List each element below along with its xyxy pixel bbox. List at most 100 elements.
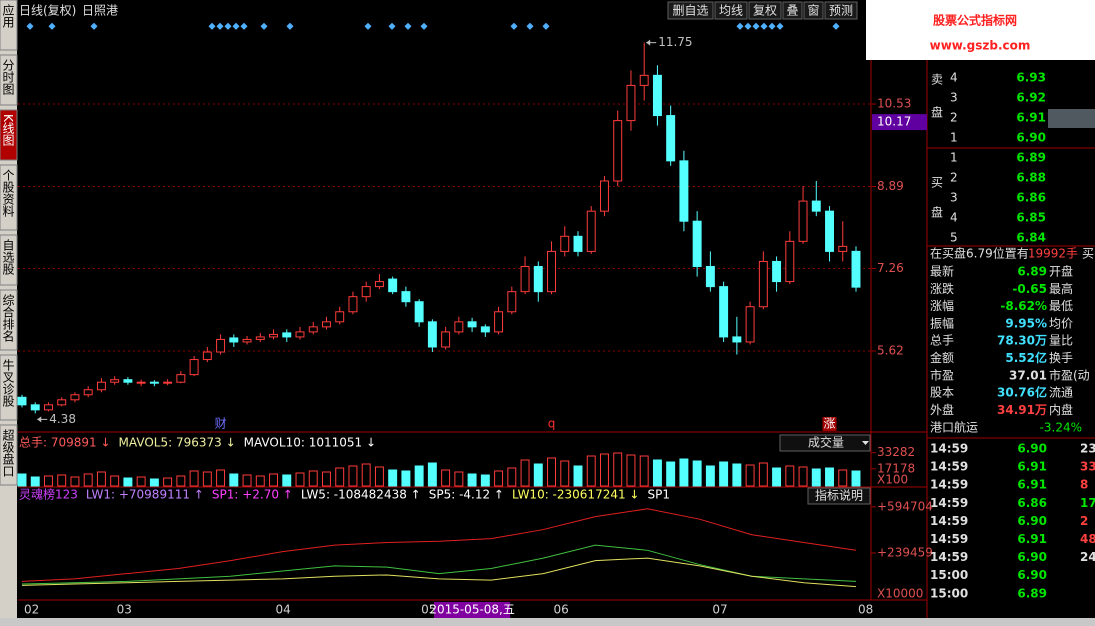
event-flag xyxy=(240,22,248,30)
volume-bar xyxy=(758,462,768,487)
candle-body xyxy=(600,180,609,212)
trade-time: 14:59 xyxy=(930,460,968,474)
annotation-arrow-head xyxy=(646,39,651,46)
event-flag xyxy=(208,22,216,30)
candle-body xyxy=(414,301,424,323)
candle-body xyxy=(202,351,212,361)
trade-time: 15:00 xyxy=(930,568,968,582)
sidebar-tab[interactable] xyxy=(0,164,18,231)
quote-label: 最低 xyxy=(1049,299,1073,313)
sidebar-tab[interactable] xyxy=(0,289,18,351)
candle-body xyxy=(467,321,477,328)
trade-time: 14:59 xyxy=(930,478,968,492)
indicator-header: LW1: +70989111 ↑ xyxy=(86,488,204,502)
indicator-select[interactable] xyxy=(779,434,871,452)
sidebar-tab[interactable] xyxy=(0,424,18,486)
event-flag xyxy=(260,22,268,30)
volume-bar xyxy=(480,474,490,487)
candle-body xyxy=(825,210,834,252)
volume-bar xyxy=(639,455,649,487)
indicator-line xyxy=(21,557,857,588)
candle-body xyxy=(401,291,411,303)
sidebar-tab-label: K线图 xyxy=(1,114,15,146)
trade-price: 6.91 xyxy=(1017,532,1047,546)
candle-body xyxy=(30,404,40,411)
trade-price: 6.90 xyxy=(1017,568,1047,582)
candle-body xyxy=(335,311,345,323)
quote-value: -0.65 xyxy=(1012,282,1047,296)
event-flag xyxy=(768,22,776,30)
candle-body xyxy=(374,281,384,288)
quote-value: 5.52亿 xyxy=(1005,350,1047,365)
candle-body xyxy=(57,399,67,406)
volume-bar xyxy=(560,460,570,487)
indicator-help[interactable] xyxy=(807,487,871,505)
volume-bar xyxy=(149,478,159,487)
indicator-line xyxy=(21,508,857,582)
candle-body xyxy=(189,359,199,376)
trade-price: 6.91 xyxy=(1017,478,1047,492)
toolbar-button-label: 叠 xyxy=(786,4,798,18)
volume-bar xyxy=(401,470,411,487)
sidebar-tab-label: 个股资料 xyxy=(1,169,15,217)
toolbar-button[interactable] xyxy=(748,1,782,20)
trade-volume: 174 xyxy=(1080,496,1095,510)
candle-body xyxy=(229,337,239,343)
x-tick-label: 05 xyxy=(421,603,436,617)
book-level: 4 xyxy=(950,211,958,225)
book-side-label: 买 xyxy=(931,176,943,190)
sidebar-tab[interactable] xyxy=(0,109,18,161)
bottom-tabs[interactable] xyxy=(0,618,1095,626)
toolbar-button[interactable] xyxy=(803,1,824,20)
candle-body xyxy=(70,394,80,401)
volume-bar xyxy=(189,470,199,487)
volume-bar xyxy=(57,474,67,487)
volume-bar xyxy=(507,467,517,487)
book-price: 6.91 xyxy=(1016,111,1046,125)
dropdown-arrow xyxy=(862,441,869,445)
candle-body xyxy=(454,321,464,333)
volume-bar xyxy=(573,465,583,487)
volume-bar xyxy=(70,476,80,487)
candle-body xyxy=(732,336,742,343)
event-flag xyxy=(286,22,294,30)
sidebar-tab[interactable] xyxy=(0,54,18,106)
sidebar-tab-label: 综合排名 xyxy=(1,294,15,342)
toolbar-button[interactable] xyxy=(782,1,803,20)
event-flag xyxy=(388,22,396,30)
quote-value: 78.30万 xyxy=(997,334,1047,348)
y-tick-label: +594704 xyxy=(877,499,933,513)
toolbar-button[interactable] xyxy=(824,1,858,20)
trade-volume: 8 xyxy=(1080,478,1088,492)
quote-value: 30.76亿 xyxy=(997,385,1047,400)
candle-body xyxy=(388,278,398,293)
indicator-header: 总手: 709891 ↓ xyxy=(19,436,111,450)
candle-body xyxy=(679,160,689,222)
volume-bar xyxy=(454,471,464,487)
trade-volume: 24 xyxy=(1080,550,1095,564)
candle-body xyxy=(772,260,782,283)
volume-bar xyxy=(361,463,371,487)
x-tick-label: 06 xyxy=(554,603,569,617)
sidebar-tab[interactable] xyxy=(0,354,18,421)
volume-bar xyxy=(467,473,477,487)
book-side-label: 卖 xyxy=(931,73,943,87)
sidebar-tab[interactable] xyxy=(0,234,18,286)
book-level: 3 xyxy=(950,191,958,205)
volume-bar xyxy=(838,469,848,487)
quote-label: 量比 xyxy=(1049,334,1073,348)
candle-body xyxy=(176,374,186,383)
sidebar-tab[interactable] xyxy=(0,0,18,51)
volume-bar xyxy=(308,470,318,487)
indicator-header: SP1: +2.70 ↑ xyxy=(212,488,293,502)
toolbar-button[interactable] xyxy=(667,1,714,20)
volume-bar xyxy=(202,471,212,487)
toolbar-button[interactable] xyxy=(714,1,748,20)
candle-body xyxy=(666,115,676,162)
book-notice-side: 买 xyxy=(1082,247,1094,261)
candle-body xyxy=(560,235,570,252)
quote-label: 换手 xyxy=(1049,351,1073,365)
volume-bar xyxy=(44,475,53,487)
volume-bar xyxy=(679,458,689,487)
volume-bar xyxy=(666,461,676,487)
